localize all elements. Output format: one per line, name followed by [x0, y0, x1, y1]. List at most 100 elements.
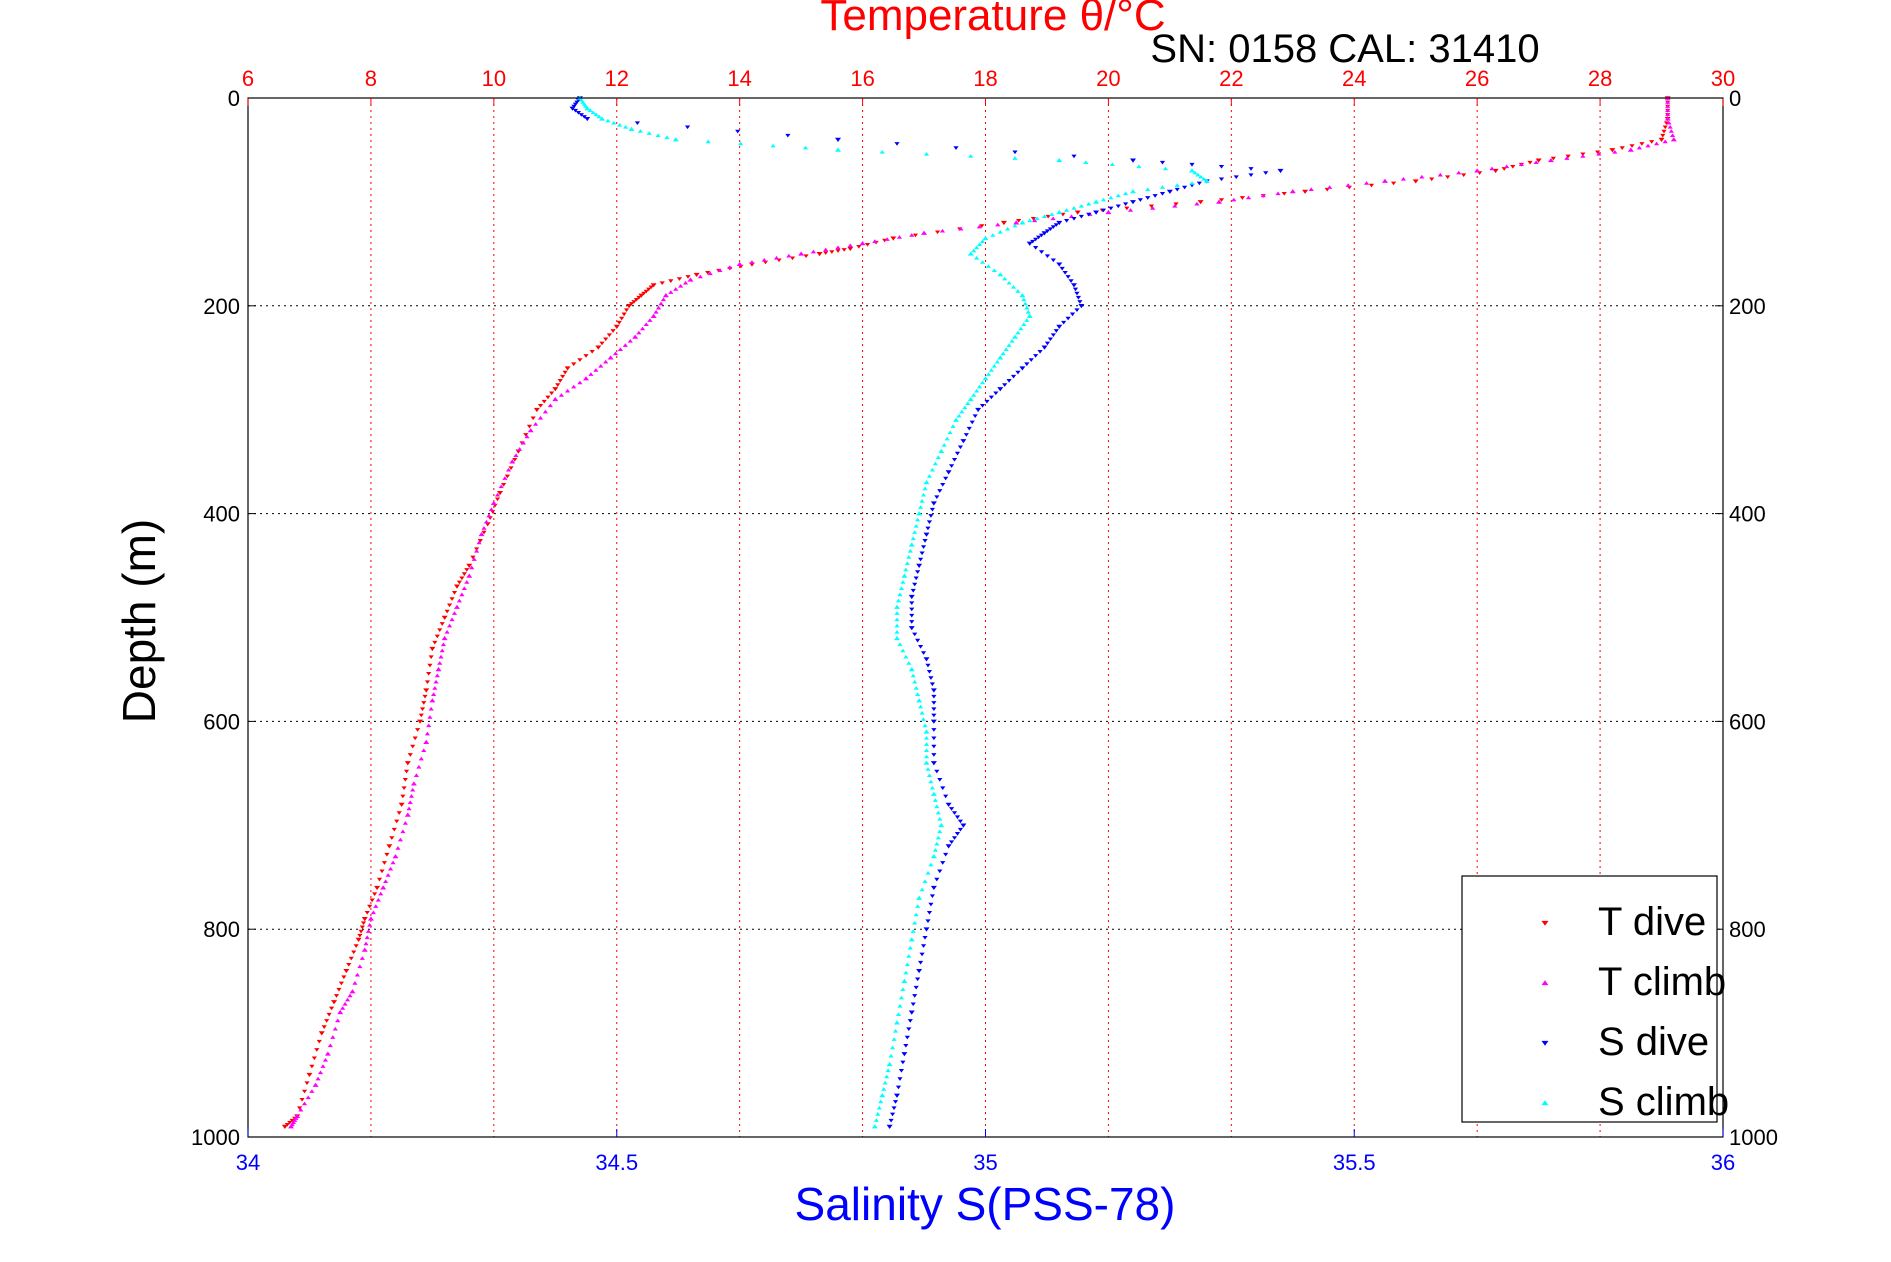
data-point-t-climb	[1105, 209, 1112, 215]
data-point-t-climb	[433, 679, 439, 684]
data-point-t-dive	[912, 233, 919, 238]
data-point-t-climb	[337, 1009, 344, 1015]
data-point-t-climb	[773, 255, 780, 260]
data-point-t-dive	[1197, 200, 1204, 205]
data-point-t-climb	[474, 548, 480, 553]
data-point-s-climb	[1145, 187, 1151, 191]
data-point-t-dive	[545, 395, 551, 400]
data-point-s-climb	[1025, 309, 1031, 314]
y-axis-label: Depth (m)	[113, 519, 165, 723]
data-point-t-dive	[1368, 183, 1375, 188]
data-point-s-dive	[925, 663, 931, 668]
data-point-t-climb	[464, 580, 470, 584]
data-point-s-climb	[1056, 157, 1063, 163]
data-point-t-dive	[314, 1048, 320, 1052]
data-point-t-dive	[403, 769, 410, 774]
data-point-t-climb	[798, 251, 805, 256]
data-point-s-dive	[909, 620, 915, 624]
data-point-s-dive	[1038, 233, 1045, 238]
data-point-s-dive	[1033, 354, 1039, 358]
data-point-t-dive	[583, 354, 589, 358]
depth-tick-label-right: 600	[1729, 709, 1766, 734]
data-point-s-dive	[1028, 358, 1034, 362]
data-point-t-dive	[979, 224, 985, 228]
data-point-t-dive	[564, 366, 571, 371]
data-point-s-dive	[940, 861, 946, 865]
data-point-s-dive	[923, 657, 930, 662]
data-point-s-dive	[934, 877, 940, 882]
data-point-t-climb	[400, 829, 406, 834]
data-point-s-climb	[1005, 226, 1011, 231]
series-s-dive	[569, 96, 1284, 1130]
data-point-s-climb	[937, 829, 943, 834]
data-point-s-dive	[581, 115, 587, 119]
data-point-t-dive	[628, 302, 635, 306]
data-point-t-dive	[623, 308, 630, 313]
data-point-t-climb	[488, 507, 494, 512]
data-point-s-climb	[1026, 313, 1033, 318]
data-point-t-climb	[727, 265, 733, 269]
data-point-s-climb	[1009, 339, 1015, 343]
data-point-t-climb	[481, 526, 487, 530]
data-point-s-dive	[918, 645, 924, 649]
data-point-s-dive	[937, 778, 943, 782]
data-point-s-dive	[948, 807, 955, 811]
data-point-s-dive	[953, 146, 959, 150]
data-point-t-climb	[444, 629, 450, 634]
data-point-t-climb	[322, 1058, 329, 1062]
data-point-t-climb	[373, 904, 379, 908]
data-point-s-dive	[928, 902, 934, 907]
data-point-t-dive	[533, 407, 540, 413]
data-point-s-dive	[1059, 266, 1065, 271]
data-point-t-climb	[655, 305, 662, 310]
data-point-t-dive	[394, 819, 400, 824]
data-markers	[281, 95, 1677, 1130]
data-point-s-dive	[931, 753, 937, 757]
data-point-t-climb	[995, 222, 1001, 227]
data-point-t-dive	[494, 497, 501, 502]
serial-calibration-note: SN: 0158 CAL: 31410	[1150, 27, 1539, 71]
data-point-s-dive	[948, 464, 955, 468]
data-point-s-climb	[882, 1080, 888, 1085]
data-point-t-climb	[847, 243, 853, 248]
data-point-s-climb	[934, 804, 940, 809]
data-point-t-climb	[682, 280, 689, 285]
series-s-climb	[576, 95, 1210, 1129]
data-point-t-climb	[588, 372, 594, 376]
legend-label-t-climb: T climb	[1598, 960, 1726, 1004]
data-point-t-dive	[341, 975, 347, 980]
data-point-t-dive	[391, 827, 397, 832]
data-point-t-climb	[459, 592, 465, 597]
data-point-s-climb	[903, 567, 909, 572]
data-point-s-climb	[897, 642, 903, 647]
data-point-s-climb	[1027, 218, 1033, 223]
data-point-t-dive	[343, 968, 350, 974]
data-point-s-dive	[1024, 362, 1030, 367]
data-point-t-dive	[631, 300, 637, 304]
data-point-s-dive	[684, 125, 691, 130]
data-point-t-dive	[1281, 192, 1287, 196]
data-point-s-climb	[1115, 193, 1121, 198]
data-point-s-climb	[1021, 322, 1027, 327]
data-point-t-dive	[856, 245, 862, 249]
legend-marker-s-climb	[1541, 1100, 1549, 1106]
data-point-s-dive	[1041, 345, 1048, 350]
data-point-t-dive	[364, 911, 370, 915]
data-point-t-climb	[1400, 176, 1407, 181]
data-point-s-climb	[672, 137, 679, 142]
data-point-t-climb	[347, 993, 353, 998]
data-point-s-climb	[1000, 351, 1006, 356]
data-point-t-dive	[1239, 196, 1245, 200]
data-point-s-climb	[913, 523, 919, 528]
data-point-t-climb	[1668, 129, 1674, 133]
data-point-t-dive	[693, 272, 700, 278]
data-point-s-dive	[1123, 202, 1129, 207]
data-point-s-dive	[979, 403, 986, 408]
data-point-s-dive	[909, 601, 915, 606]
salinity-tick-label: 34.5	[595, 1150, 638, 1175]
data-point-t-climb	[1308, 187, 1314, 191]
data-point-s-dive	[931, 701, 937, 705]
data-point-t-climb	[408, 794, 415, 798]
data-point-t-climb	[344, 997, 351, 1002]
